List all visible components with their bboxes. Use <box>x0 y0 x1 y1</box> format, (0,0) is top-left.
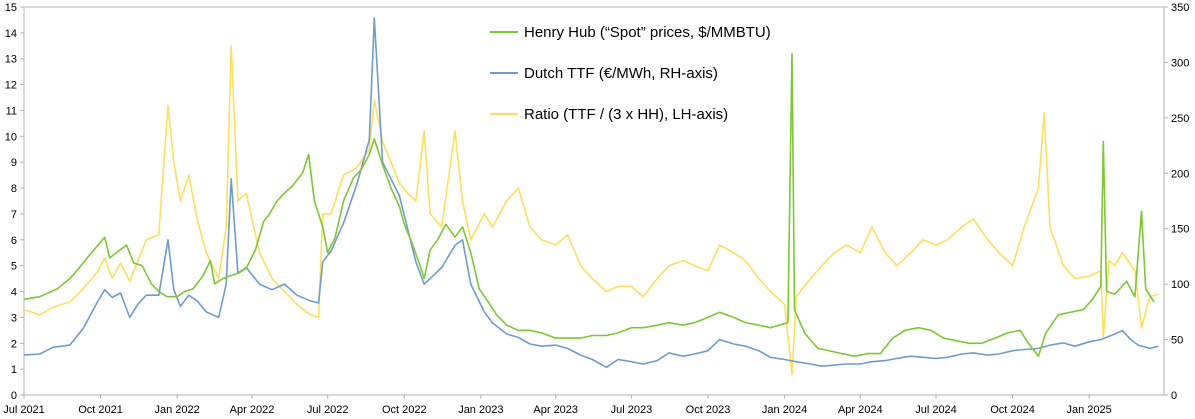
left-tick-label: 8 <box>11 183 17 195</box>
x-tick-label: Jul 2022 <box>307 404 349 416</box>
legend-label-dutch-ttf: Dutch TTF (€/MWh, RH-axis) <box>524 65 718 82</box>
x-tick-label: Jul 2023 <box>611 404 653 416</box>
legend-entry-henry-hub: Henry Hub (“Spot” prices, $/MMBTU) <box>490 24 771 41</box>
x-tick-label: Jan 2023 <box>458 404 503 416</box>
x-tick-label: Jul 2021 <box>3 404 45 416</box>
x-tick-label: Jul 2024 <box>915 404 957 416</box>
left-tick-label: 6 <box>11 235 17 247</box>
legend-entry-dutch-ttf: Dutch TTF (€/MWh, RH-axis) <box>490 65 718 82</box>
left-tick-label: 15 <box>5 2 17 14</box>
legend-entry-ratio: Ratio (TTF / (3 x HH), LH-axis) <box>490 106 728 123</box>
left-tick-label: 1 <box>11 364 17 376</box>
right-tick-label: 200 <box>1171 168 1189 180</box>
x-tick-label: Oct 2021 <box>78 404 123 416</box>
x-tick-label: Oct 2022 <box>382 404 427 416</box>
right-tick-label: 250 <box>1171 113 1189 125</box>
right-tick-label: 100 <box>1171 279 1189 291</box>
series-line-ratio <box>23 44 1159 376</box>
left-tick-label: 7 <box>11 209 17 221</box>
legend-label-henry-hub: Henry Hub (“Spot” prices, $/MMBTU) <box>524 24 771 41</box>
right-tick-label: 300 <box>1171 57 1189 69</box>
left-tick-label: 12 <box>5 80 17 92</box>
right-tick-label: 0 <box>1171 390 1177 402</box>
x-tick-label: Apr 2024 <box>838 404 883 416</box>
x-tick-label: Jan 2022 <box>154 404 199 416</box>
right-tick-label: 50 <box>1171 335 1183 347</box>
left-tick-label: 11 <box>6 105 17 117</box>
x-tick-label: Oct 2024 <box>990 404 1035 416</box>
left-tick-label: 2 <box>11 338 17 350</box>
x-tick-label: Apr 2022 <box>230 404 275 416</box>
right-tick-label: 150 <box>1171 224 1189 236</box>
x-axis: Jul 2021 Oct 2021 Jan 2022 Apr 2022 Jul 2022… <box>3 395 1112 416</box>
left-tick-label: 0 <box>11 390 17 402</box>
legend-label-ratio: Ratio (TTF / (3 x HH), LH-axis) <box>524 106 728 123</box>
left-tick-label: 9 <box>11 157 17 169</box>
left-tick-label: 10 <box>5 131 17 143</box>
x-tick-label: Apr 2023 <box>533 404 578 416</box>
x-tick-label: Jan 2025 <box>1066 404 1111 416</box>
left-tick-label: 4 <box>11 287 17 299</box>
plot-area <box>23 6 1165 396</box>
right-tick-label: 350 <box>1171 2 1189 14</box>
plot-border <box>23 6 1165 396</box>
left-tick-label: 13 <box>5 54 17 66</box>
x-tick-label: Oct 2023 <box>686 404 731 416</box>
left-tick-label: 5 <box>11 261 17 273</box>
series-line-dutch-ttf <box>23 17 1159 369</box>
series-line-henry-hub <box>23 52 1155 358</box>
right-axis: 0 50 100 150 200 250 300 350 <box>1164 2 1189 402</box>
legend: Henry Hub (“Spot” prices, $/MMBTU) Dutch… <box>490 24 771 123</box>
series-layer <box>23 17 1159 376</box>
x-tick-label: Jan 2024 <box>762 404 807 416</box>
left-tick-label: 14 <box>5 28 17 40</box>
left-tick-label: 3 <box>11 312 17 324</box>
